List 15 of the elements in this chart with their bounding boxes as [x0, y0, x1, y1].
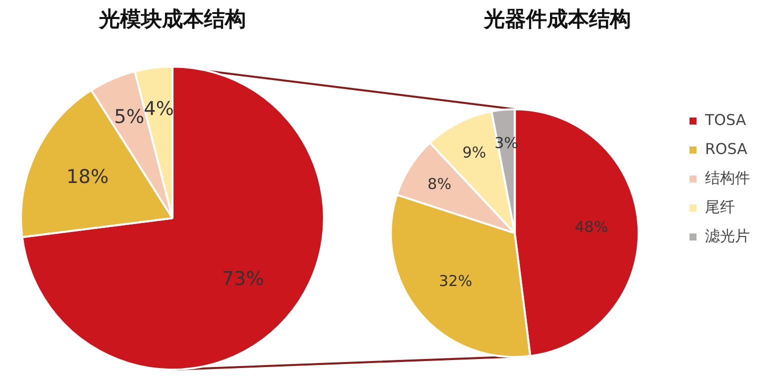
legend-label: 结构件: [705, 168, 750, 187]
legend-label: 滤光片: [705, 226, 750, 245]
data-label: 8%: [428, 175, 452, 194]
legend-label: ROSA: [705, 140, 748, 158]
data-label: 18%: [66, 166, 109, 188]
data-label: 73%: [222, 268, 264, 290]
chart-title: 光器件成本结构: [483, 6, 631, 32]
legend-label: 尾纤: [705, 198, 735, 216]
data-label: 9%: [462, 144, 486, 162]
data-label: 5%: [114, 106, 144, 128]
chart-title: 光模块成本结构: [98, 6, 246, 32]
data-label: 32%: [438, 272, 472, 290]
data-label: 4%: [144, 98, 174, 120]
legend-label: TOSA: [704, 110, 747, 129]
data-label: 48%: [574, 218, 608, 236]
